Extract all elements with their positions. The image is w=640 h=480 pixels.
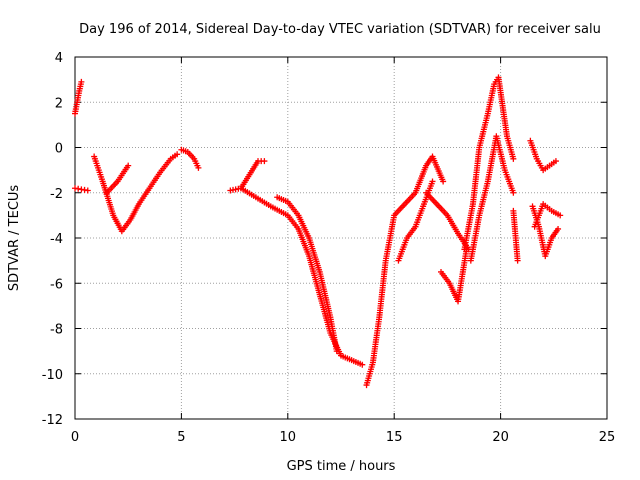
series-arc-7 [237, 185, 366, 368]
grid [75, 57, 607, 419]
data-point [555, 225, 562, 232]
data-point [195, 164, 202, 171]
series-arc-13 [461, 74, 517, 253]
series-arc-18 [531, 201, 564, 230]
x-tick-label: 25 [599, 430, 616, 445]
x-tick-label: 20 [492, 430, 509, 445]
data-point [429, 178, 436, 185]
y-tick-label: -6 [50, 277, 63, 292]
series-arc-8 [274, 194, 340, 355]
series-arc-3 [91, 151, 181, 235]
data-point [557, 212, 564, 219]
series-arc-2 [72, 185, 91, 194]
data-point [174, 151, 181, 158]
x-tick-label: 5 [177, 430, 185, 445]
y-tick-label: -4 [50, 232, 63, 247]
y-tick-label: 4 [55, 51, 63, 66]
data-point [359, 361, 366, 368]
data-point [84, 187, 91, 194]
series-arc-12 [438, 246, 470, 305]
series-arc-15 [510, 207, 521, 264]
series-arc-5 [178, 146, 202, 171]
data-point [510, 189, 517, 196]
data-point [510, 155, 517, 162]
y-tick-label: -10 [42, 368, 63, 383]
data-point [440, 178, 447, 185]
y-tick-label: 2 [55, 96, 63, 111]
chart-title: Day 196 of 2014, Sidereal Day-to-day VTE… [79, 22, 601, 37]
y-axis-label: SDTVAR / TECUs [7, 185, 22, 292]
data-point [125, 162, 132, 169]
axis-ticks: 0 5 10 15 20 25 -12 -10 -8 -6 -4 -2 0 2 4 [42, 51, 616, 445]
x-tick-label: 15 [386, 430, 403, 445]
series-arc-16 [527, 137, 559, 174]
data-point [514, 257, 521, 264]
series-arc-9 [363, 153, 447, 389]
series-arc-1 [72, 78, 85, 117]
data-points [72, 74, 564, 389]
series-arc-14 [467, 133, 517, 264]
data-point [261, 158, 268, 165]
y-tick-label: -12 [42, 413, 63, 428]
data-point [333, 348, 340, 355]
x-tick-label: 10 [280, 430, 297, 445]
data-point [78, 78, 85, 85]
x-tick-label: 0 [71, 430, 79, 445]
y-tick-label: -8 [50, 323, 63, 338]
series-arc-4 [103, 162, 132, 196]
y-tick-label: 0 [55, 142, 63, 157]
y-tick-label: -2 [50, 187, 63, 202]
x-axis-label: GPS time / hours [287, 459, 396, 474]
data-point [552, 158, 559, 165]
